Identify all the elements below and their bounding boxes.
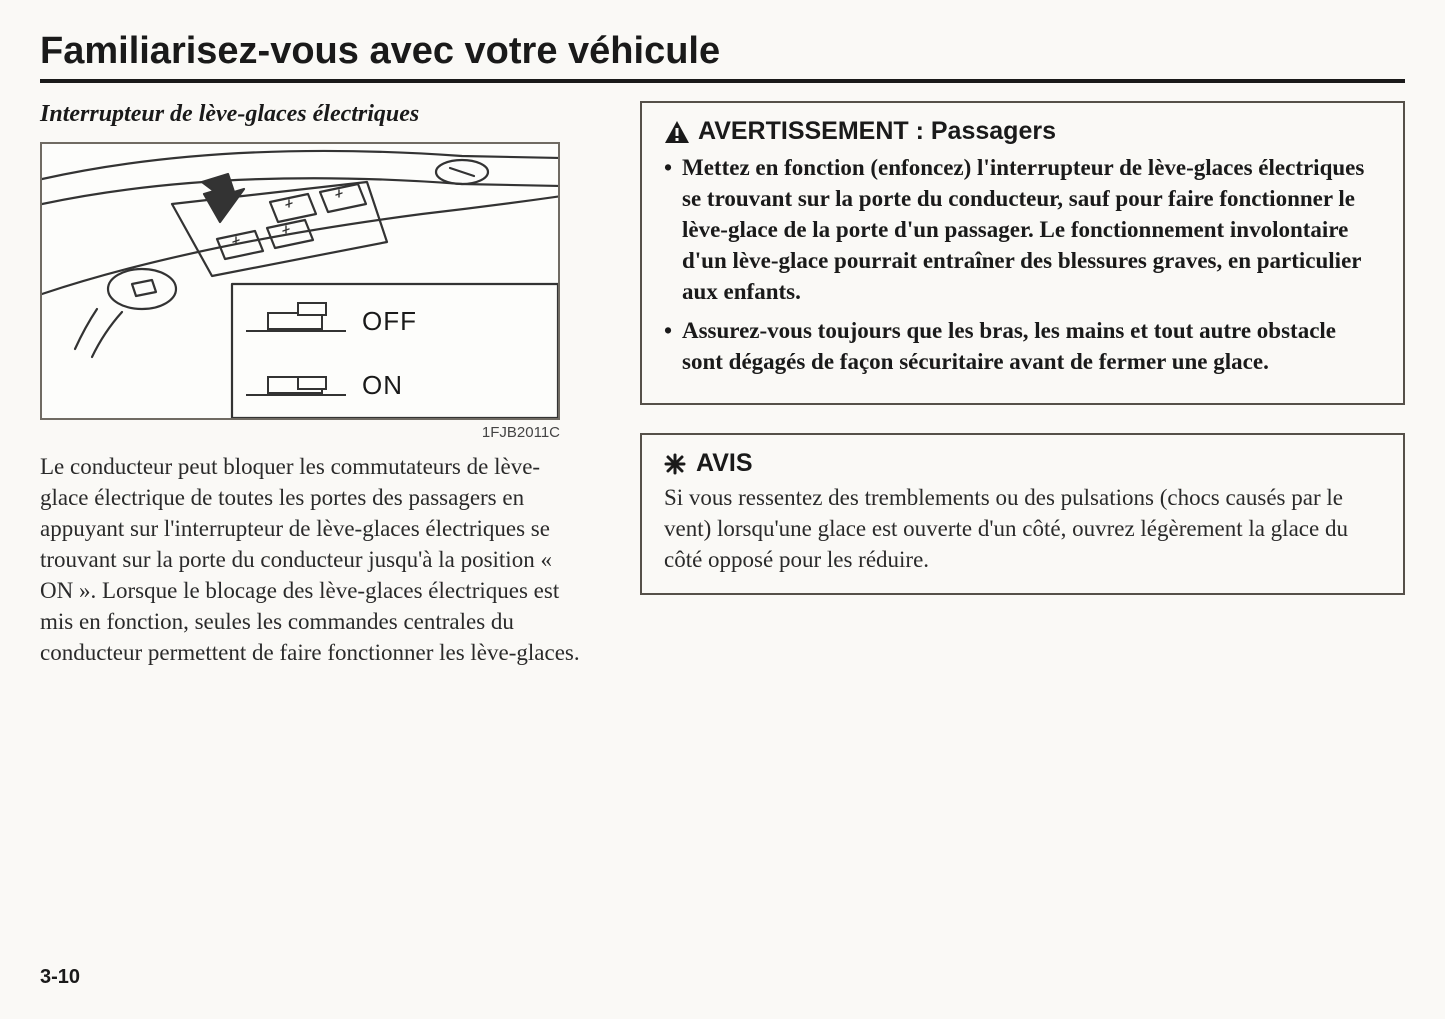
warning-box: AVERTISSEMENT : Passagers Mettez en fonc…: [640, 101, 1405, 405]
warning-title: AVERTISSEMENT : Passagers: [698, 117, 1056, 146]
asterisk-icon: [664, 453, 686, 475]
figure-off-label: OFF: [362, 306, 417, 337]
figure-caption: 1FJB2011C: [40, 424, 560, 441]
content-columns: Interrupteur de lève-glaces électriques: [40, 101, 1405, 668]
warning-triangle-icon: [664, 120, 690, 144]
notice-text: Si vous ressentez des tremblements ou de…: [664, 482, 1381, 575]
page-title: Familiarisez-vous avec votre véhicule: [40, 30, 1405, 83]
figure-off-switch-top: [297, 302, 327, 316]
notice-title: AVIS: [696, 449, 753, 478]
notice-box: AVIS Si vous ressentez des tremblements …: [640, 433, 1405, 595]
warning-title-row: AVERTISSEMENT : Passagers: [664, 117, 1381, 146]
figure-on-switch-top: [297, 376, 327, 390]
warning-item: Assurez-vous toujours que les bras, les …: [664, 315, 1381, 377]
warning-list: Mettez en fonction (enfoncez) l'interrup…: [664, 152, 1381, 377]
figure-window-switch: OFF ON: [40, 142, 560, 420]
figure-on-line: [246, 394, 346, 396]
body-paragraph: Le conducteur peut bloquer les commutate…: [40, 451, 580, 668]
page-number: 3-10: [40, 966, 80, 989]
right-column: AVERTISSEMENT : Passagers Mettez en fonc…: [640, 101, 1405, 668]
left-column: Interrupteur de lève-glaces électriques: [40, 101, 580, 668]
figure-off-line: [246, 330, 346, 332]
notice-title-row: AVIS: [664, 449, 1381, 478]
warning-item: Mettez en fonction (enfoncez) l'interrup…: [664, 152, 1381, 307]
figure-on-label: ON: [362, 370, 403, 401]
subheading: Interrupteur de lève-glaces électriques: [40, 101, 580, 128]
